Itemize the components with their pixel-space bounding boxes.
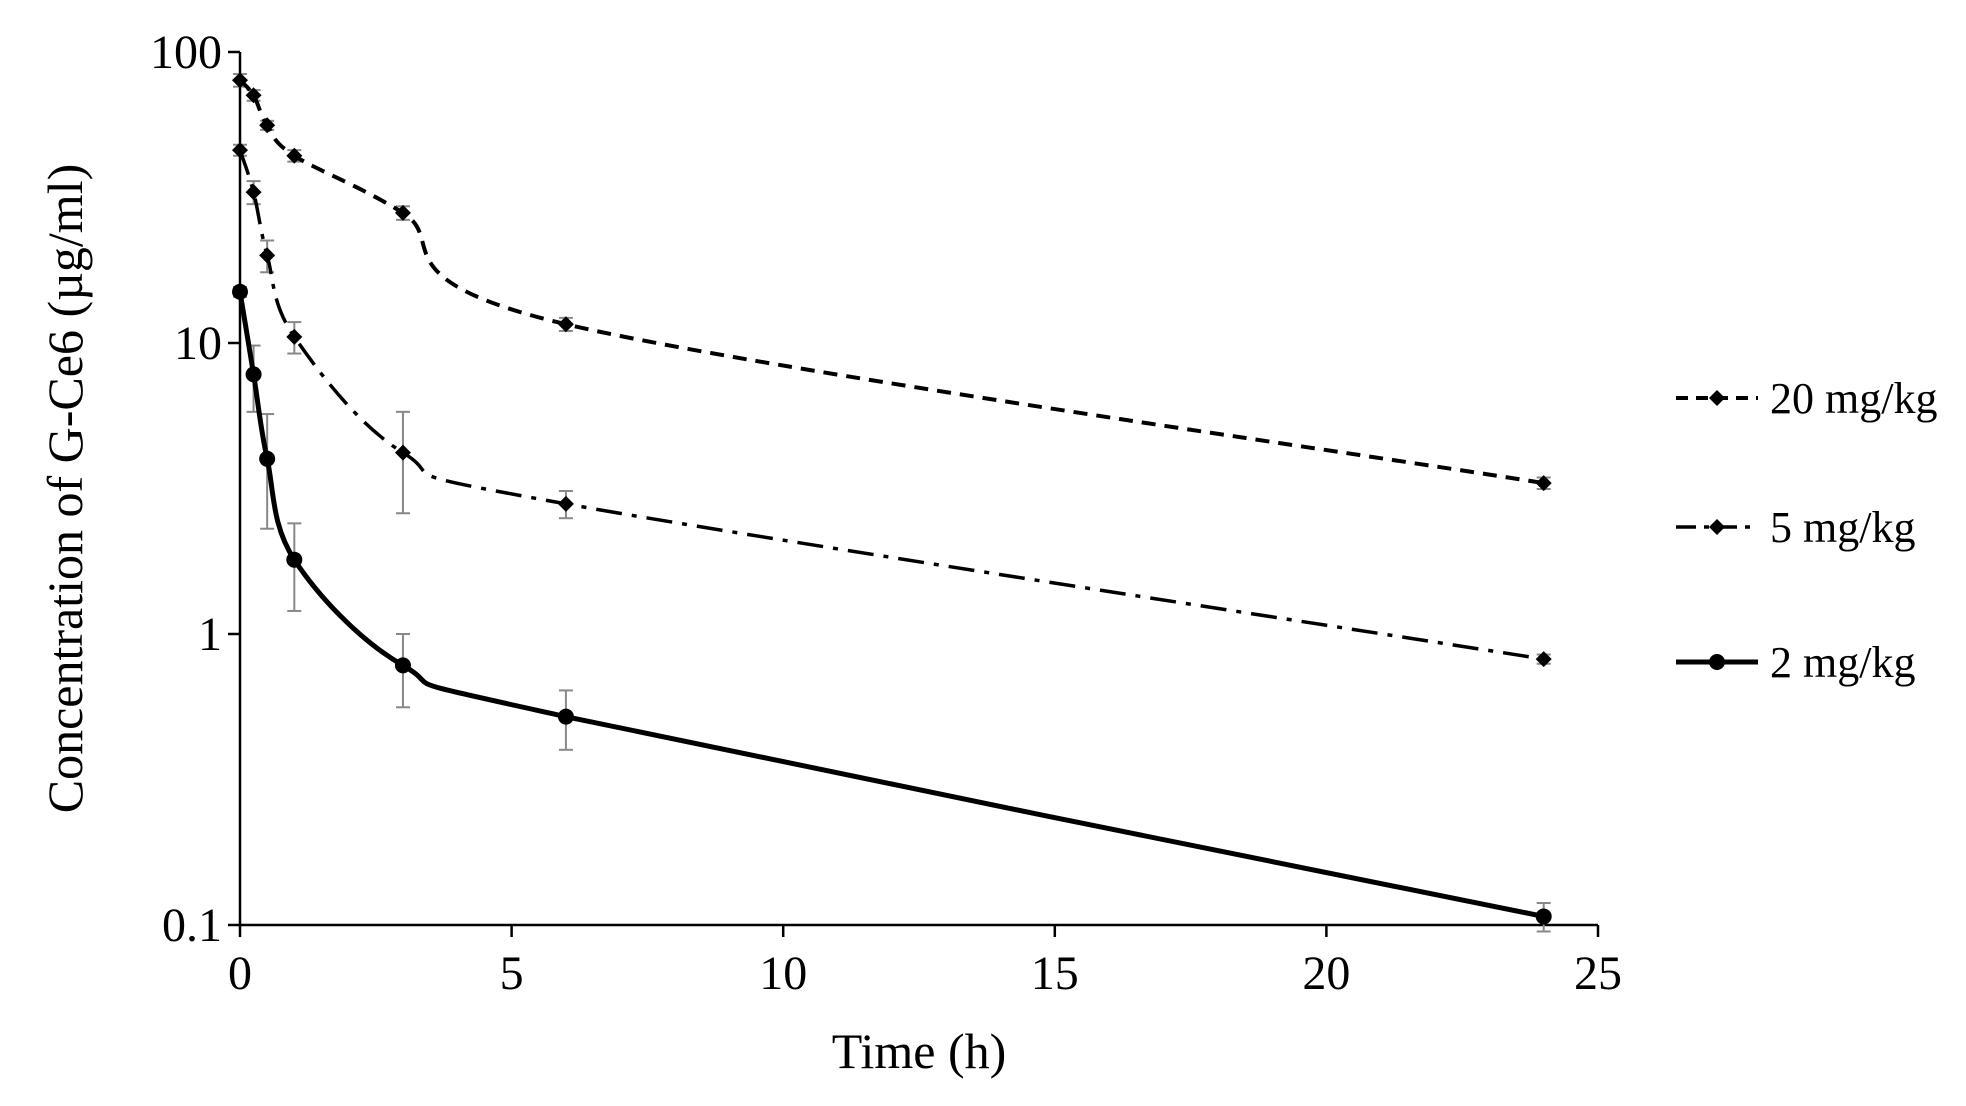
x-tick-label: 10	[759, 947, 807, 1000]
y-tick-label: 10	[174, 317, 222, 370]
data-point	[286, 147, 303, 164]
legend-swatch-marker	[1709, 654, 1725, 670]
y-tick-label: 1	[198, 608, 222, 661]
series-2	[232, 283, 1552, 933]
series-line	[238, 149, 1544, 661]
legend-swatch-marker	[1709, 519, 1725, 535]
x-tick-label: 20	[1302, 947, 1350, 1000]
data-point	[1535, 908, 1552, 925]
data-point	[286, 551, 303, 568]
data-point	[245, 87, 262, 104]
data-point	[1535, 651, 1552, 668]
y-tick-label: 0.1	[162, 899, 222, 952]
legend-swatch-marker	[1709, 390, 1725, 406]
x-tick-label: 25	[1574, 947, 1622, 1000]
series-markers	[232, 142, 1552, 668]
y-axis-title: Concentration of G-Ce6 (µg/ml)	[37, 164, 93, 814]
y-tick-label: 100	[150, 26, 222, 79]
legend-label: 20 mg/kg	[1770, 374, 1937, 423]
series-markers	[232, 72, 1552, 492]
legend: 20 mg/kg 5 mg/kg 2 mg/kg	[1676, 374, 1937, 687]
x-axis-title: Time (h)	[832, 1023, 1007, 1079]
legend-entry: 2 mg/kg	[1676, 638, 1915, 687]
data-point	[232, 72, 248, 89]
data-point	[1535, 475, 1552, 492]
legend-label: 5 mg/kg	[1770, 503, 1915, 552]
x-tick-label: 5	[500, 947, 524, 1000]
data-point	[259, 450, 276, 467]
x-tick-label: 15	[1031, 947, 1079, 1000]
data-point	[259, 247, 276, 264]
legend-label: 2 mg/kg	[1770, 638, 1915, 687]
data-point	[394, 657, 411, 674]
data-point	[232, 283, 248, 300]
legend-entry: 20 mg/kg	[1676, 374, 1937, 423]
series-group	[232, 72, 1552, 933]
data-point	[557, 495, 574, 512]
x-axis-ticks: 0 5 10 15 20 25	[228, 925, 1622, 1000]
data-point	[286, 328, 303, 345]
data-point	[245, 366, 262, 383]
data-point	[245, 184, 262, 201]
error-bars	[233, 143, 1551, 665]
legend-entry: 5 mg/kg	[1676, 503, 1915, 552]
data-point	[557, 316, 574, 333]
series-line	[238, 78, 1545, 486]
error-bars	[233, 73, 1551, 490]
x-tick-label: 0	[228, 947, 252, 1000]
series-0	[232, 72, 1552, 492]
data-point	[259, 117, 276, 134]
data-point	[394, 204, 411, 221]
series-markers	[232, 283, 1552, 925]
data-point	[394, 444, 411, 461]
data-point	[232, 142, 248, 159]
error-bar	[395, 410, 410, 515]
axes: 0 5 10 15 20 25 0.1 1 10 100	[150, 26, 1622, 1000]
y-axis-ticks: 0.1 1 10 100	[150, 26, 240, 952]
series-1	[232, 142, 1552, 668]
data-point	[557, 708, 574, 725]
